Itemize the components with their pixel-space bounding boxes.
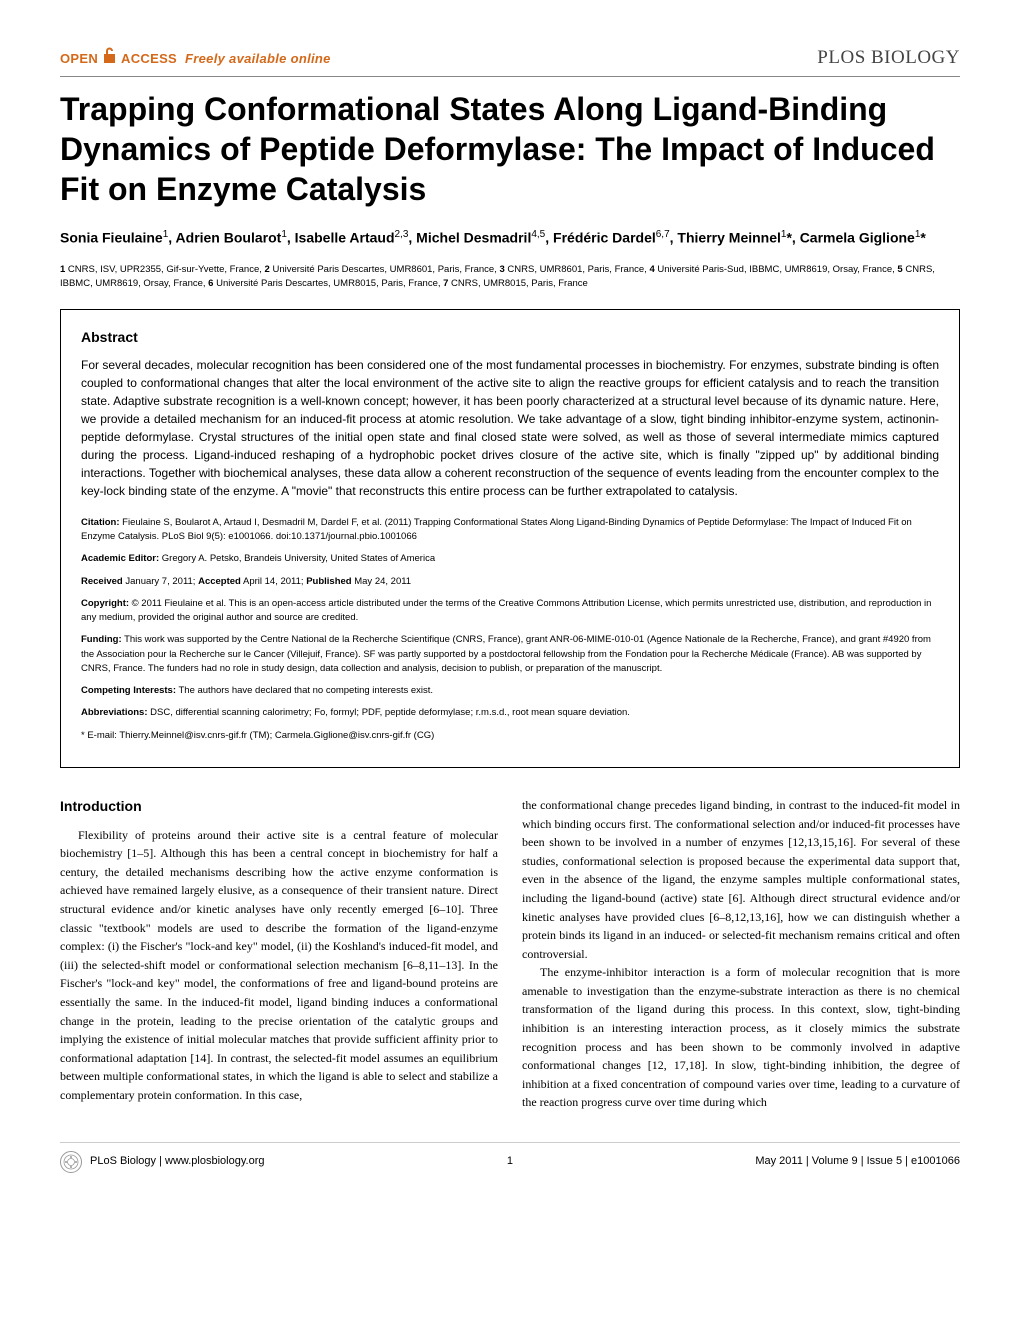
abbreviations-line: Abbreviations: DSC, differential scannin… xyxy=(81,706,939,720)
intro-paragraph-2: the conformational change precedes ligan… xyxy=(522,796,960,963)
copyright-line: Copyright: © 2011 Fieulaine et al. This … xyxy=(81,597,939,626)
introduction-heading: Introduction xyxy=(60,796,498,818)
page-footer: PLoS Biology | www.plosbiology.org 1 May… xyxy=(60,1142,960,1173)
editor-line: Academic Editor: Gregory A. Petsko, Bran… xyxy=(81,552,939,566)
accepted-label: Accepted xyxy=(198,576,241,587)
dates-line: Received January 7, 2011; Accepted April… xyxy=(81,575,939,589)
abstract-heading: Abstract xyxy=(81,328,939,348)
email-text: Thierry.Meinnel@isv.cnrs-gif.fr (TM); Ca… xyxy=(119,730,434,741)
funding-line: Funding: This work was supported by the … xyxy=(81,633,939,676)
received-label: Received xyxy=(81,576,123,587)
intro-paragraph-3: The enzyme-inhibitor interaction is a fo… xyxy=(522,963,960,1112)
received-text: January 7, 2011; xyxy=(125,576,195,587)
published-text: May 24, 2011 xyxy=(354,576,411,587)
accepted-text: April 14, 2011; xyxy=(243,576,304,587)
email-line: * E-mail: Thierry.Meinnel@isv.cnrs-gif.f… xyxy=(81,729,939,743)
article-title: Trapping Conformational States Along Lig… xyxy=(60,89,960,209)
column-left: Introduction Flexibility of proteins aro… xyxy=(60,796,498,1112)
competing-label: Competing Interests: xyxy=(81,685,176,696)
open-access-label: OPEN xyxy=(60,50,98,68)
footer-left: PLoS Biology | www.plosbiology.org xyxy=(60,1151,264,1173)
competing-text: The authors have declared that no compet… xyxy=(178,685,433,696)
intro-paragraph-1: Flexibility of proteins around their act… xyxy=(60,826,498,1105)
citation-line: Citation: Fieulaine S, Boularot A, Artau… xyxy=(81,516,939,545)
citation-label: Citation: xyxy=(81,517,120,528)
journal-name: PLOS BIOLOGY xyxy=(817,45,960,72)
footer-issue: May 2011 | Volume 9 | Issue 5 | e1001066 xyxy=(755,1154,960,1169)
author-list: Sonia Fieulaine1, Adrien Boularot1, Isab… xyxy=(60,227,960,249)
plos-logo-icon xyxy=(60,1151,82,1173)
lock-open-icon xyxy=(102,45,117,72)
abstract-body: For several decades, molecular recogniti… xyxy=(81,356,939,500)
copyright-label: Copyright: xyxy=(81,598,129,609)
funding-label: Funding: xyxy=(81,634,122,645)
abstract-box: Abstract For several decades, molecular … xyxy=(60,309,960,768)
column-right: the conformational change precedes ligan… xyxy=(522,796,960,1112)
email-label: * E-mail: xyxy=(81,730,117,741)
editor-text: Gregory A. Petsko, Brandeis University, … xyxy=(162,553,435,564)
footer-journal: PLoS Biology | www.plosbiology.org xyxy=(90,1154,264,1169)
open-access-sub-label: ACCESS xyxy=(121,50,177,68)
published-label: Published xyxy=(306,576,351,587)
funding-text: This work was supported by the Centre Na… xyxy=(81,634,931,674)
copyright-text: © 2011 Fieulaine et al. This is an open-… xyxy=(81,598,931,623)
editor-label: Academic Editor: xyxy=(81,553,159,564)
competing-line: Competing Interests: The authors have de… xyxy=(81,684,939,698)
open-access-badge: OPEN ACCESS Freely available online xyxy=(60,45,331,72)
citation-text: Fieulaine S, Boularot A, Artaud I, Desma… xyxy=(81,517,912,542)
page-number: 1 xyxy=(507,1154,513,1169)
freely-available-label: Freely available online xyxy=(185,50,331,68)
abbreviations-label: Abbreviations: xyxy=(81,707,148,718)
body-columns: Introduction Flexibility of proteins aro… xyxy=(60,796,960,1112)
top-bar: OPEN ACCESS Freely available online PLOS… xyxy=(60,45,960,77)
affiliations: 1 CNRS, ISV, UPR2355, Gif-sur-Yvette, Fr… xyxy=(60,263,960,292)
abbreviations-text: DSC, differential scanning calorimetry; … xyxy=(150,707,630,718)
